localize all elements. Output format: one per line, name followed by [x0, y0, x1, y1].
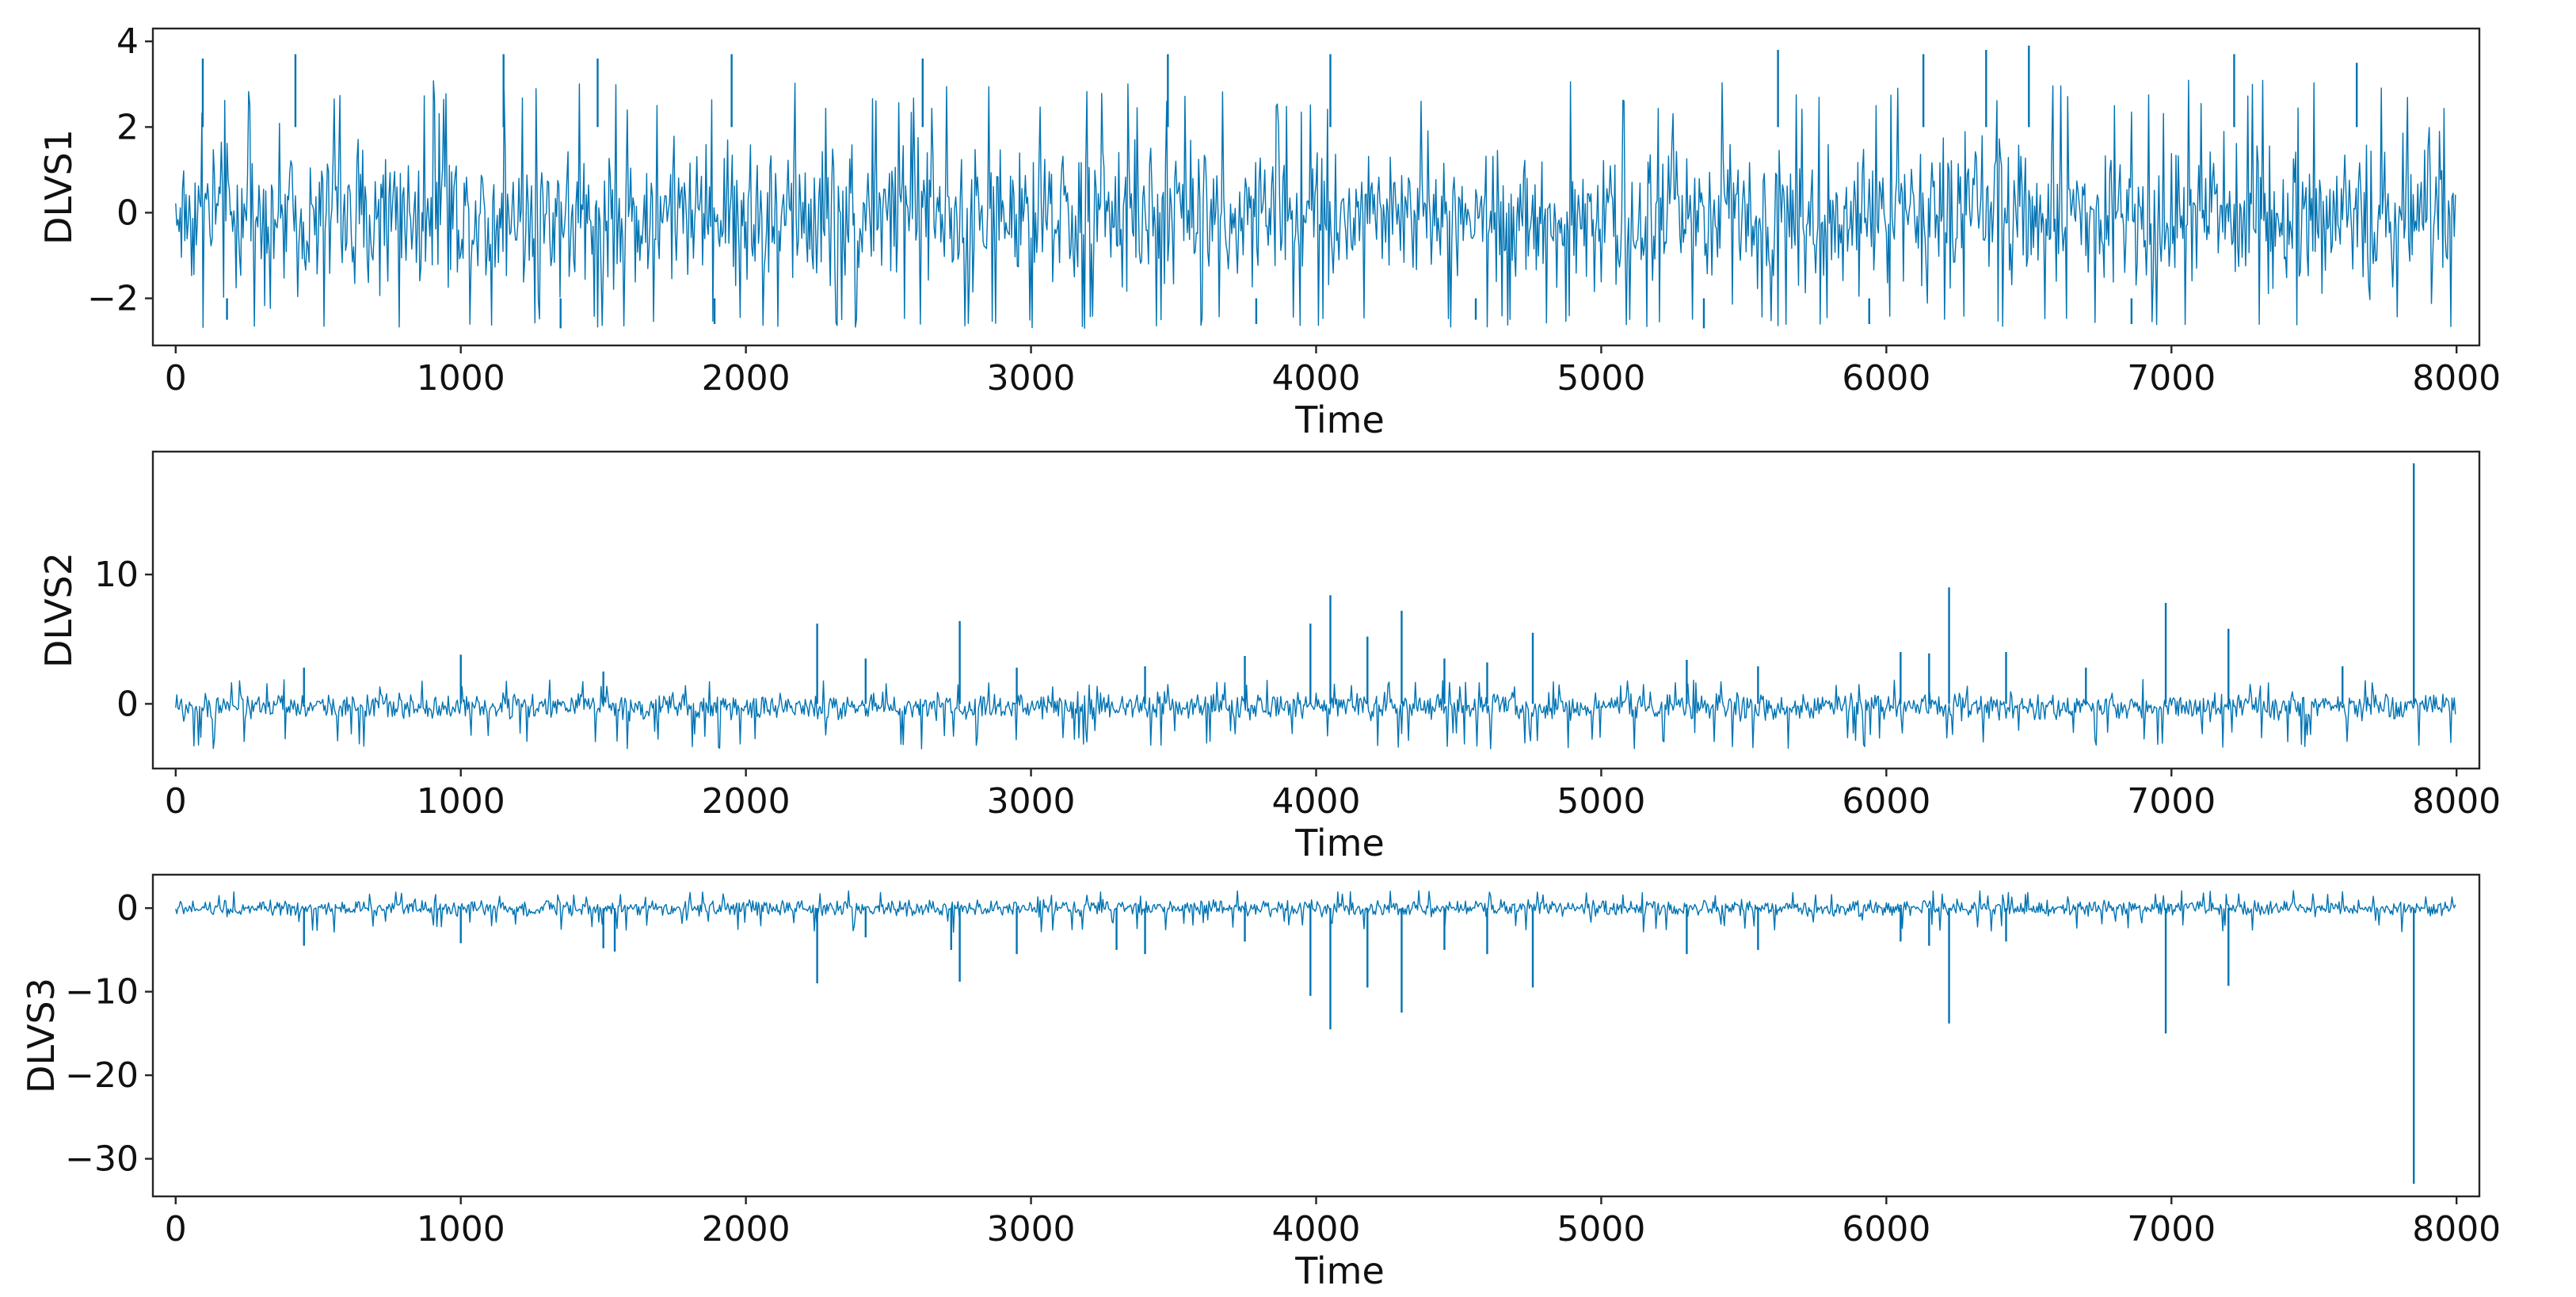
y-tick-label: 0 [116, 684, 139, 724]
x-tick-label: 0 [165, 358, 187, 399]
y-tick-label: 10 [94, 555, 139, 595]
x-tick-label: 0 [165, 781, 187, 822]
x-tick-label: 7000 [2127, 781, 2216, 822]
y-axis-label: DLVS1 [37, 129, 80, 245]
subplot-1: 0 1000 2000 3000 4000 5000 6000 7000 8000 −2 0 2 4 Ti… [37, 21, 2501, 441]
x-axis-label: Time [1294, 399, 1385, 441]
x-tick-label: 8000 [2412, 781, 2501, 822]
x-tick-label: 0 [165, 1209, 187, 1249]
series-2-line [175, 679, 2456, 750]
x-tick-label: 3000 [987, 358, 1076, 399]
y-axis-label: DLVS2 [37, 552, 80, 668]
x-tick-label: 4000 [1272, 781, 1361, 822]
y-tick-label: 0 [116, 193, 139, 233]
x-tick-label: 5000 [1557, 1209, 1645, 1249]
x-axis-label: Time [1294, 822, 1385, 864]
series-3-line [175, 890, 2456, 933]
x-tick-label: 6000 [1842, 781, 1930, 822]
x-tick-label: 2000 [702, 781, 791, 822]
y-tick-label: 0 [116, 888, 139, 929]
y-axis-label: DLVS3 [20, 978, 63, 1093]
x-tick-label: 8000 [2412, 358, 2501, 399]
x-tick-label: 4000 [1272, 358, 1361, 399]
x-tick-label: 5000 [1557, 358, 1645, 399]
x-tick-label: 7000 [2127, 1209, 2216, 1249]
x-tick-label: 1000 [417, 1209, 505, 1249]
y-tick-label: −30 [65, 1139, 139, 1180]
y-tick-label: −20 [65, 1055, 139, 1096]
axes-frame-3 [151, 873, 2481, 1198]
y-tick-label: −10 [65, 972, 139, 1013]
y-tick-label: −2 [87, 279, 139, 319]
x-tick-label: 2000 [702, 358, 791, 399]
y-tick-label: 2 [116, 107, 139, 147]
x-tick-label: 1000 [417, 358, 505, 399]
x-tick-label: 6000 [1842, 1209, 1930, 1249]
x-tick-label: 3000 [987, 781, 1076, 822]
axes-frame-2 [151, 450, 2481, 770]
x-tick-label: 3000 [987, 1209, 1076, 1249]
y-tick-label: 4 [116, 21, 139, 62]
x-tick-label: 5000 [1557, 781, 1645, 822]
subplot-2: 0 1000 2000 3000 4000 5000 6000 7000 8000 0 10 Time… [37, 450, 2501, 864]
x-axis-label: Time [1294, 1249, 1385, 1292]
series-1-line [175, 79, 2456, 329]
subplot-3: 0 1000 2000 3000 4000 5000 6000 7000 8000 −30 −20 −… [20, 873, 2501, 1292]
x-tick-label: 4000 [1272, 1209, 1361, 1249]
x-tick-label: 6000 [1842, 358, 1930, 399]
x-tick-label: 1000 [417, 781, 505, 822]
x-tick-label: 2000 [702, 1209, 791, 1249]
x-tick-label: 8000 [2412, 1209, 2501, 1249]
x-tick-label: 7000 [2127, 358, 2216, 399]
